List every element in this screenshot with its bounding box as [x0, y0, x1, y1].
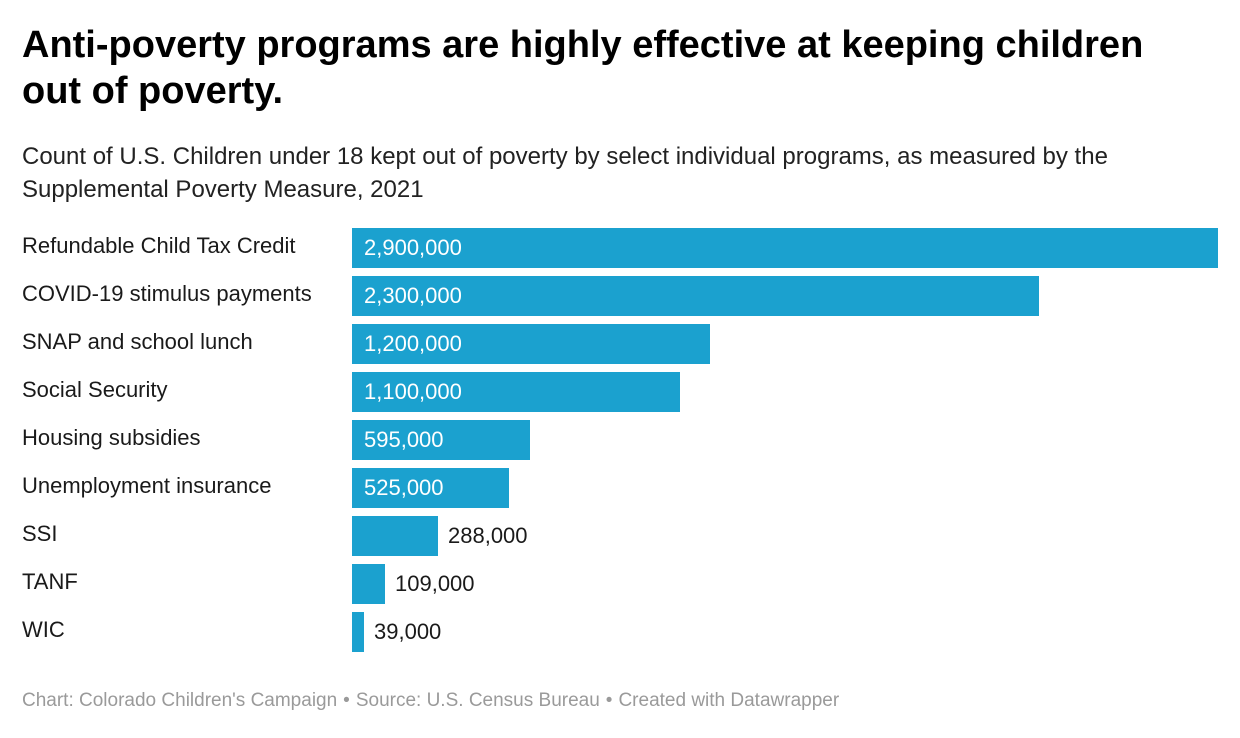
data-label: 1,100,000 — [364, 379, 462, 404]
data-label: 39,000 — [374, 619, 442, 644]
bar-row: Housing subsidies 595,000 — [0, 418, 1240, 460]
bar-row: COVID-19 stimulus payments 2,300,000 — [0, 274, 1240, 316]
data-label: 2,300,000 — [364, 283, 462, 308]
bar — [352, 228, 1218, 268]
bar — [352, 516, 438, 556]
bar — [352, 564, 385, 604]
bar-row: Social Security 1,100,000 — [0, 370, 1240, 412]
bar — [352, 372, 680, 412]
data-label: 1,200,000 — [364, 331, 462, 356]
chart-subtitle: Count of U.S. Children under 18 kept out… — [22, 143, 1108, 203]
bar — [352, 468, 509, 508]
chart-title: Anti-poverty programs are highly effecti… — [22, 24, 1144, 112]
bar-row: SSI 288,000 — [0, 514, 1240, 556]
data-label: 525,000 — [364, 475, 444, 500]
category-label: WIC — [22, 617, 65, 642]
created-with-note: Created with Datawrapper — [618, 690, 840, 711]
category-label: SNAP and school lunch — [22, 329, 253, 354]
category-label: SSI — [22, 521, 58, 546]
bar — [352, 612, 364, 652]
category-label: TANF — [22, 569, 78, 594]
category-label: Refundable Child Tax Credit — [22, 233, 296, 258]
bar-row: WIC 39,000 — [0, 610, 1240, 652]
data-label: 288,000 — [448, 523, 528, 548]
bar — [352, 324, 710, 364]
data-label: 595,000 — [364, 427, 444, 452]
bar-chart: Refundable Child Tax Credit 2,900,000 COVI… — [0, 226, 1240, 662]
bar-row: Refundable Child Tax Credit 2,900,000 — [0, 226, 1240, 268]
footer-separator: • — [605, 690, 613, 711]
category-label: Social Security — [22, 377, 168, 402]
chart-footer: Chart: Colorado Children's Campaign • Sour… — [22, 690, 839, 712]
chart-credit: Chart: Colorado Children's Campaign — [22, 690, 338, 711]
bar — [352, 420, 530, 460]
category-label: COVID-19 stimulus payments — [22, 281, 312, 306]
bar-row: Unemployment insurance 525,000 — [0, 466, 1240, 508]
data-label: 2,900,000 — [364, 235, 462, 260]
bar-row: SNAP and school lunch 1,200,000 — [0, 322, 1240, 364]
source-note: Source: U.S. Census Bureau — [355, 690, 600, 711]
data-label: 109,000 — [395, 571, 475, 596]
footer-separator: • — [343, 690, 350, 711]
category-label: Housing subsidies — [22, 425, 201, 450]
bar-row: TANF 109,000 — [0, 562, 1240, 604]
bar — [352, 276, 1039, 316]
category-label: Unemployment insurance — [22, 473, 272, 498]
